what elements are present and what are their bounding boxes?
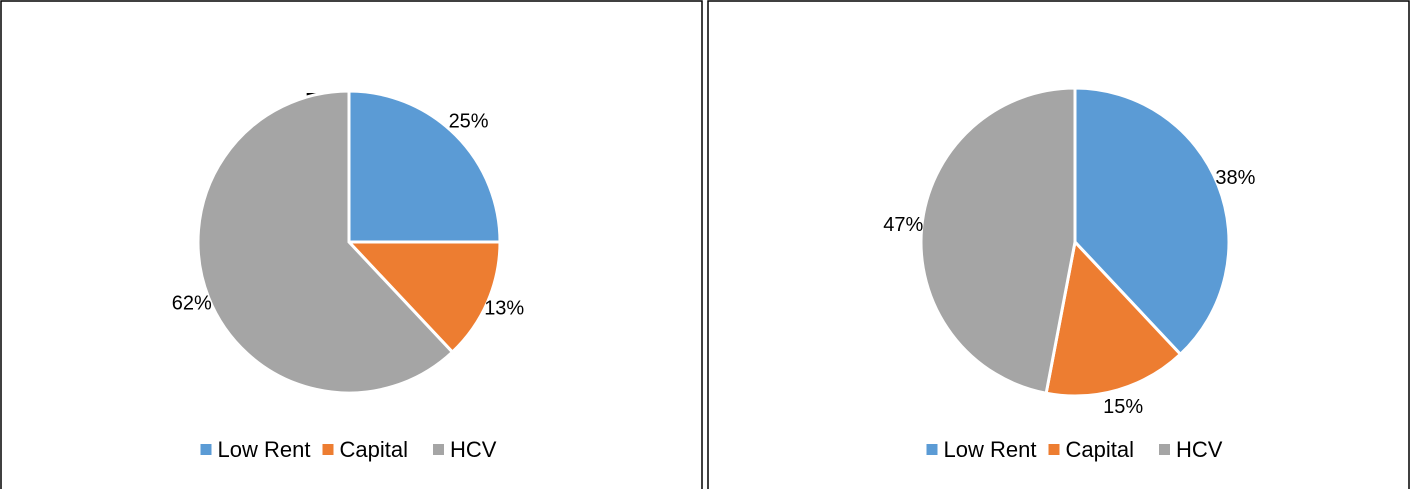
panel-border	[0, 0, 703, 489]
legend-label: Capital	[1066, 437, 1134, 462]
data-label: 47%	[883, 214, 923, 236]
pie-slice	[1073, 86, 1231, 357]
data-label: 25%	[449, 111, 489, 133]
legend-swatch	[1048, 444, 1060, 455]
legend-swatch	[200, 444, 212, 455]
panel-border	[707, 0, 1410, 489]
legend-label: Low Rent	[218, 437, 311, 462]
data-label: 15%	[1103, 396, 1143, 418]
legend-label: Capital	[340, 437, 408, 462]
pie-slice	[345, 240, 502, 355]
legend-label: HCV	[1176, 437, 1223, 462]
data-label: 13%	[484, 297, 524, 319]
data-label: 38%	[1215, 167, 1255, 189]
pie-slice	[1044, 238, 1183, 398]
legend-swatch	[322, 444, 334, 455]
legend-swatch	[1159, 444, 1170, 455]
pie-slice	[347, 89, 502, 244]
pie-slice	[919, 86, 1077, 396]
pie-slice	[196, 89, 455, 395]
legend-label: Low Rent	[944, 437, 1037, 462]
data-label: 62%	[172, 293, 212, 315]
legend-swatch	[926, 444, 938, 455]
legend-label: HCV	[450, 437, 497, 462]
legend-swatch	[433, 444, 444, 455]
